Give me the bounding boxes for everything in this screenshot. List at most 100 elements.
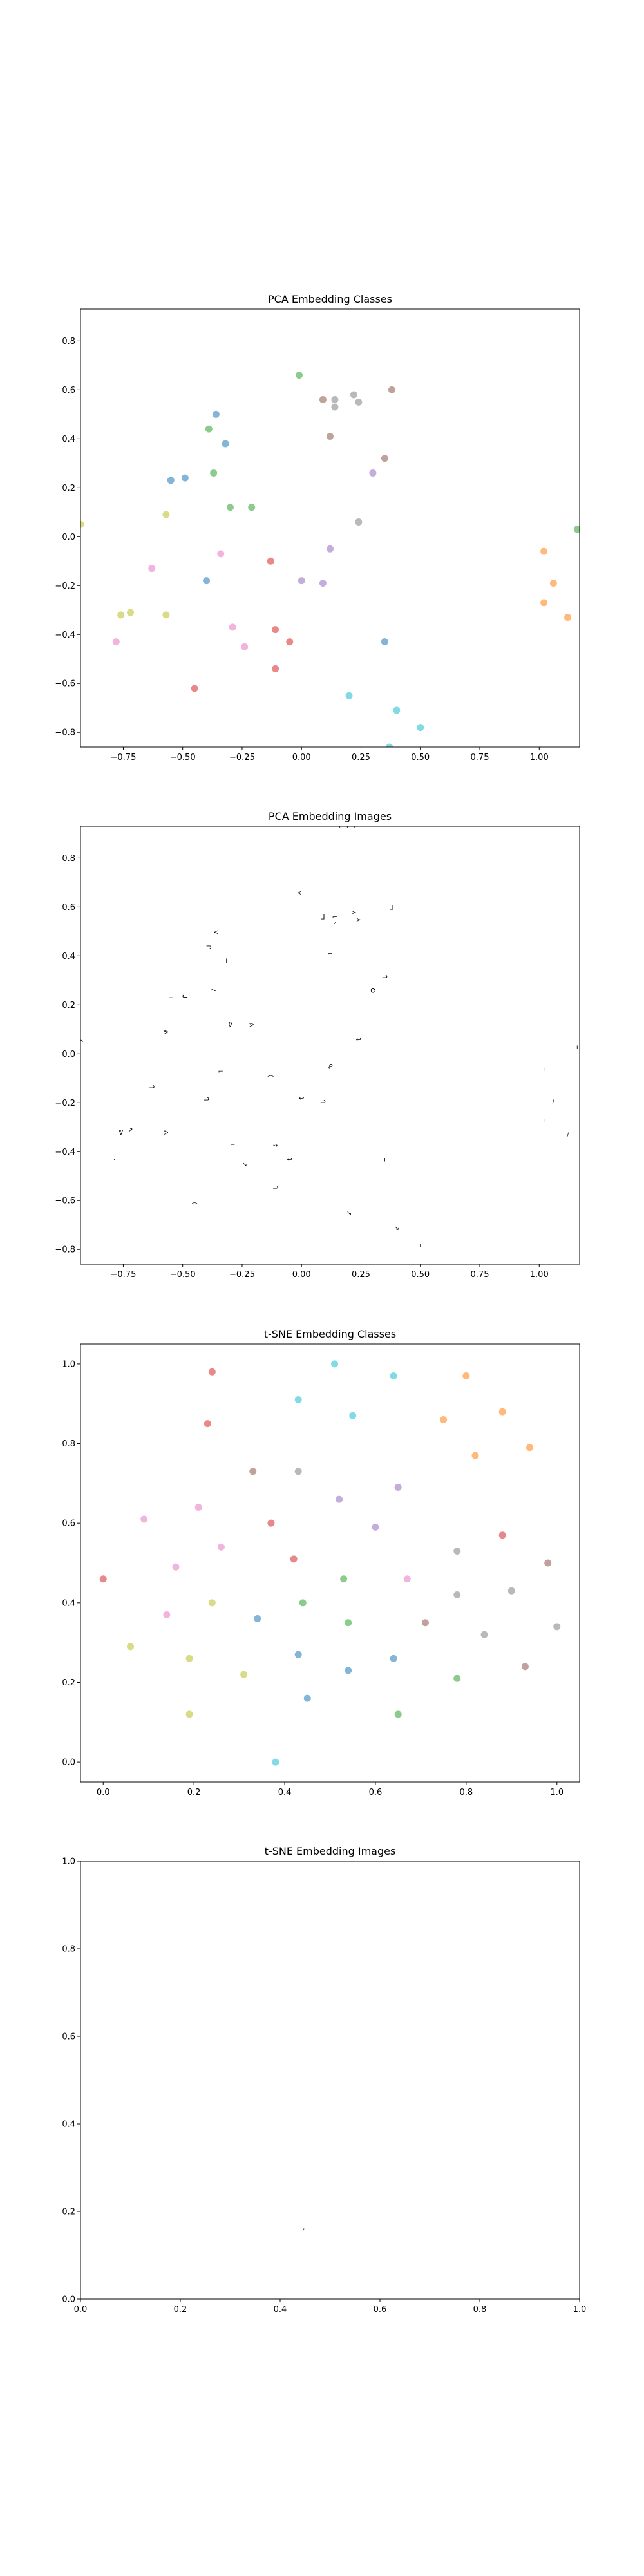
data-point: [117, 611, 125, 619]
y-tick-label: 0.8: [62, 1439, 75, 1449]
data-point: [394, 1484, 402, 1492]
axes-frame: [80, 1343, 580, 1783]
x-tick-label: 0.6: [374, 2305, 387, 2315]
digit-image: ᕗ: [164, 1130, 168, 1137]
data-point: [181, 474, 189, 482]
data-point: [350, 391, 357, 399]
digit-image: ↘: [346, 1210, 352, 1217]
digit-image: ≻: [351, 909, 356, 916]
data-point: [294, 1396, 302, 1404]
digit-image: ı: [384, 1157, 386, 1164]
y-tick-label: −0.8: [55, 1245, 75, 1255]
digit-image: ᓗ: [272, 1183, 278, 1190]
data-point: [345, 692, 353, 699]
data-point: [294, 1651, 302, 1658]
y-tick-label: 0.4: [62, 435, 75, 444]
data-point: [340, 1575, 348, 1583]
data-point: [272, 1758, 279, 1766]
digit-image: ↩: [356, 1037, 361, 1044]
chart-panel: t-SNE Embedding Classes 0.0 0.2 0.4 0.6 0.8 1.…: [62, 1328, 580, 1797]
digit-image: ⌐ ⌐ ⌐: [339, 824, 359, 831]
digit-image: ᓗ: [320, 1097, 326, 1104]
data-point: [345, 1619, 352, 1627]
data-point: [336, 1495, 343, 1503]
digit-image: ⌐: [327, 951, 332, 958]
digit-image: ᕓ: [118, 1130, 123, 1137]
data-point: [212, 410, 220, 418]
data-point: [540, 547, 548, 555]
y-tick-label: 0.0: [62, 2295, 75, 2305]
data-point: [286, 638, 294, 646]
data-point: [296, 372, 303, 379]
x-tick-label: 0.75: [471, 1270, 489, 1280]
digit-image: ᓚ: [182, 992, 188, 999]
axes-frame: [80, 1861, 580, 2300]
x-tick-label: 0.4: [278, 1788, 292, 1797]
data-point: [540, 599, 548, 607]
digit-image: ᐟ: [334, 922, 336, 929]
data-point: [298, 577, 305, 585]
digit-image: ↘: [242, 1161, 247, 1168]
data-point: [208, 1599, 216, 1607]
digit-image: ᒧ: [321, 914, 325, 922]
data-point: [303, 1694, 311, 1702]
x-tick-label: 1.00: [530, 1270, 549, 1280]
axes-frame: [80, 308, 580, 748]
data-point: [327, 433, 334, 440]
chart-title: PCA Embedding Images: [269, 810, 392, 822]
data-point: [319, 396, 327, 404]
axes-frame: [80, 826, 580, 1265]
data-point: [217, 550, 225, 558]
data-point: [549, 579, 557, 587]
y-tick-label: 0.2: [62, 484, 75, 493]
data-point: [453, 1674, 461, 1682]
data-point: [240, 1671, 248, 1678]
data-point: [349, 1412, 357, 1419]
data-point: [299, 1599, 307, 1607]
data-point: [163, 1611, 171, 1618]
x-tick-label: 0.00: [292, 753, 311, 762]
x-tick-label: 0.00: [292, 1270, 311, 1280]
digit-image: ı: [419, 1242, 421, 1249]
digit-image: ᓗ: [204, 1095, 209, 1103]
data-point: [127, 609, 134, 616]
data-point: [99, 1575, 107, 1583]
digit-image: ⌐: [168, 995, 173, 1002]
y-tick-label: 0.0: [62, 533, 75, 542]
digit-image: ᕯ: [272, 1144, 278, 1151]
data-point: [112, 638, 120, 646]
y-tick-label: 1.0: [62, 1359, 75, 1369]
data-point: [229, 623, 236, 631]
x-tick-label: 0.50: [411, 1270, 430, 1280]
digit-image: ᕓ: [228, 1022, 232, 1029]
data-point: [440, 1416, 448, 1423]
data-point: [294, 1468, 302, 1475]
x-tick-label: 1.0: [550, 1788, 564, 1797]
digit-image: ᒧ: [390, 904, 393, 911]
x-tick-label: 0.2: [187, 1788, 201, 1797]
chart-title: t-SNE Embedding Images: [265, 1845, 396, 1857]
digit-image: ᓚ: [302, 2226, 308, 2233]
x-tick-label: −0.50: [170, 1270, 196, 1280]
digit-image: ⌒: [267, 1075, 274, 1083]
x-tick-label: 1.00: [530, 753, 549, 762]
x-tick-label: 1.0: [573, 2305, 587, 2315]
y-tick-label: 0.2: [62, 1001, 75, 1010]
data-point: [453, 1547, 461, 1555]
digit-image: ≺: [213, 929, 218, 936]
y-tick-label: −0.6: [55, 679, 75, 689]
y-tick-label: 0.0: [62, 1050, 75, 1059]
data-point: [227, 504, 234, 511]
x-tick-label: 0.0: [97, 1788, 110, 1797]
data-point: [544, 1559, 552, 1567]
digit-image: ᓗ: [149, 1083, 155, 1090]
digit-image: /: [553, 1097, 555, 1104]
digit-image: ⌒: [191, 1202, 198, 1210]
data-point: [521, 1663, 529, 1671]
data-point: [553, 1623, 561, 1631]
data-point: [381, 638, 388, 646]
data-point: [471, 1452, 479, 1459]
data-point: [148, 565, 156, 573]
x-tick-label: 0.25: [352, 1270, 370, 1280]
data-point: [393, 706, 401, 714]
